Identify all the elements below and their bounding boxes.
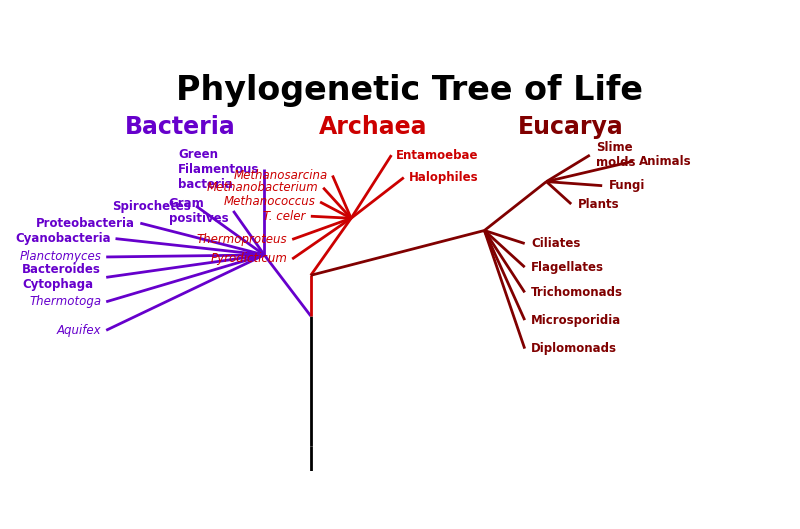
- Text: Spirochetes: Spirochetes: [112, 199, 191, 213]
- Text: Archaea: Archaea: [318, 115, 427, 139]
- Text: Methanosarcina: Methanosarcina: [234, 169, 327, 182]
- Text: Diplomonads: Diplomonads: [531, 342, 617, 355]
- Text: Bacteroides
Cytophaga: Bacteroides Cytophaga: [22, 263, 102, 291]
- Text: Halophiles: Halophiles: [409, 171, 478, 184]
- Text: Fungi: Fungi: [609, 179, 645, 192]
- Text: Methanobacterium: Methanobacterium: [206, 181, 318, 194]
- Text: Trichomonads: Trichomonads: [531, 286, 623, 299]
- Text: Microsporidia: Microsporidia: [531, 314, 621, 326]
- Text: Methanococcus: Methanococcus: [223, 196, 315, 208]
- Text: Entamoebae: Entamoebae: [396, 149, 479, 162]
- Text: Proteobacteria: Proteobacteria: [36, 217, 135, 230]
- Text: Pyrodicticum: Pyrodicticum: [210, 252, 287, 266]
- Text: Ciliates: Ciliates: [531, 237, 580, 250]
- Text: Planctomyces: Planctomyces: [19, 250, 102, 263]
- Text: T. celer: T. celer: [263, 209, 306, 223]
- Text: Phylogenetic Tree of Life: Phylogenetic Tree of Life: [177, 74, 643, 107]
- Text: Animals: Animals: [639, 155, 692, 168]
- Text: Aquifex: Aquifex: [57, 324, 102, 337]
- Text: Gram
positives: Gram positives: [169, 197, 228, 225]
- Text: Flagellates: Flagellates: [531, 261, 604, 273]
- Text: Thermoproteus: Thermoproteus: [197, 233, 287, 246]
- Text: Green
Filamentous
bacteria: Green Filamentous bacteria: [178, 148, 259, 191]
- Text: Plants: Plants: [578, 197, 619, 211]
- Text: Eucarya: Eucarya: [518, 115, 624, 139]
- Text: Slime
molds: Slime molds: [596, 141, 635, 169]
- Text: Bacteria: Bacteria: [126, 115, 236, 139]
- Text: Cyanobacteria: Cyanobacteria: [15, 232, 110, 245]
- Text: Thermotoga: Thermotoga: [29, 295, 102, 308]
